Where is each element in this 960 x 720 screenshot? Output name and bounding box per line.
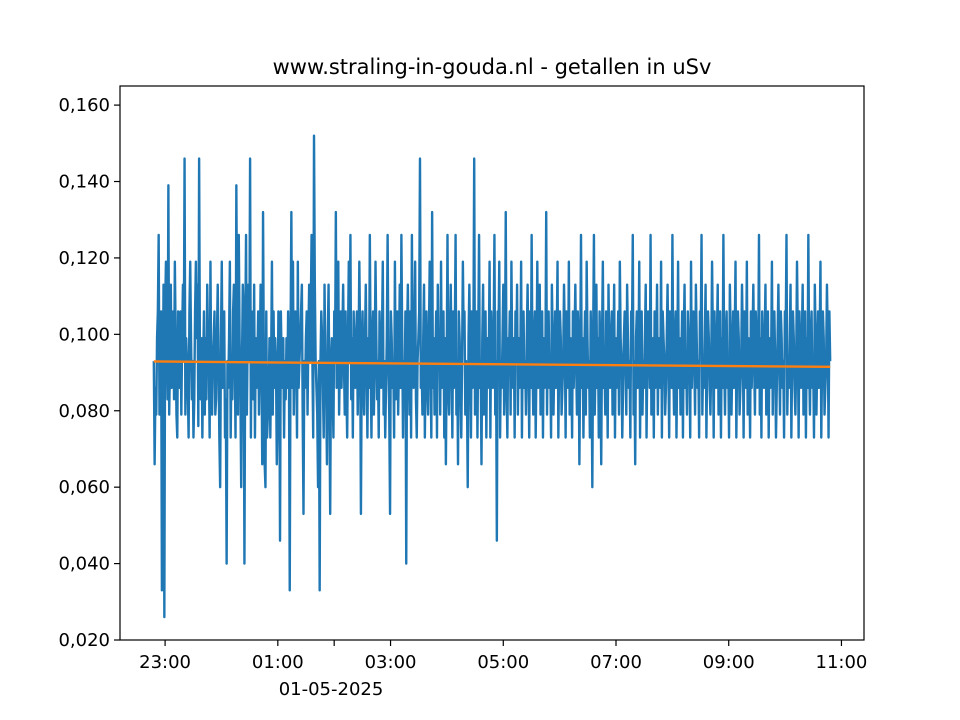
x-tick-label: 23:00: [139, 652, 191, 673]
y-tick-label: 0,020: [58, 630, 110, 651]
x-tick-label: 03:00: [365, 652, 417, 673]
y-tick-label: 0,160: [58, 95, 110, 116]
x-tick-label: 01:00: [252, 652, 304, 673]
plot-area: [119, 85, 865, 641]
y-tick-label: 0,100: [58, 324, 110, 345]
chart-title: www.straling-in-gouda.nl - getallen in u…: [273, 55, 712, 79]
series-trend-line: [153, 360, 831, 369]
x-tick-label: 11:00: [816, 652, 868, 673]
plot-frame: [119, 85, 865, 641]
y-tick-label: 0,060: [58, 477, 110, 498]
x-tick-label: 05:00: [477, 652, 529, 673]
y-tick-label: 0,040: [58, 554, 110, 575]
y-axis: 0,020 0,040 0,060 0,080 0,100 0,120 0,140 0,160: [58, 95, 120, 651]
series-measurements-line: [152, 134, 832, 619]
x-axis: 23:00 01:00 03:00 05:00 07:00 09:00 11:00: [139, 640, 867, 673]
y-tick-label: 0,120: [58, 248, 110, 269]
x-date-label: 01-05-2025: [279, 679, 384, 700]
x-tick-label: 09:00: [703, 652, 755, 673]
y-tick-label: 0,140: [58, 172, 110, 193]
x-tick-label: 07:00: [590, 652, 642, 673]
series-layer: [152, 134, 832, 619]
y-tick-label: 0,080: [58, 401, 110, 422]
